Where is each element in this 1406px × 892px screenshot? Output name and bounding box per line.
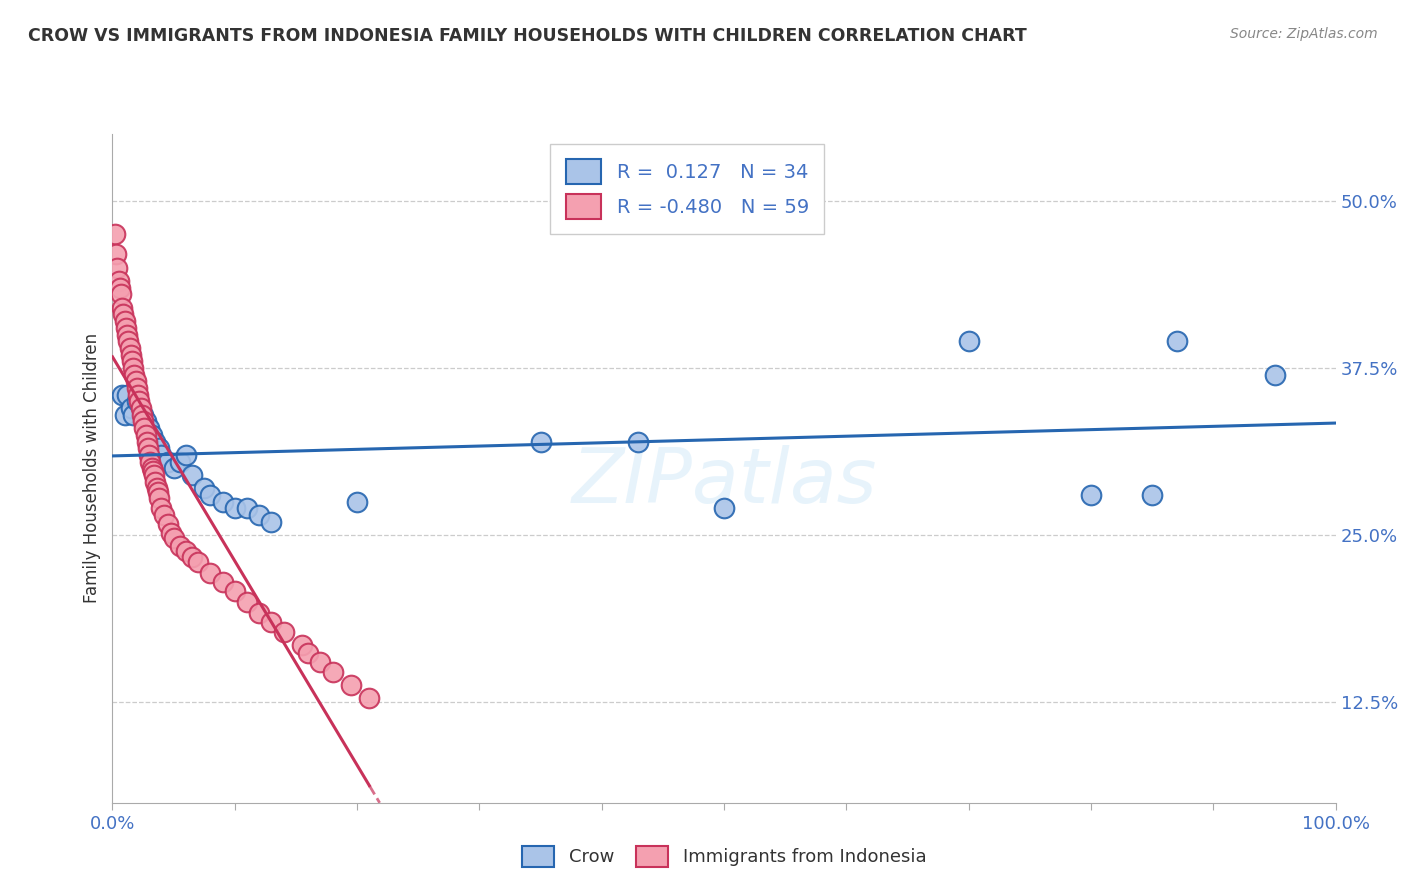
Text: ZIPatlas: ZIPatlas [571,445,877,518]
Point [128,394,150,409]
Point [627,434,650,449]
Point [1264,368,1286,382]
Point [110,287,132,301]
Point [1142,488,1164,502]
Point [125,381,148,395]
Point [169,539,191,553]
Point [1166,334,1188,349]
Point [138,448,160,462]
Y-axis label: Family Households with Children: Family Households with Children [83,334,101,603]
Point [118,341,141,355]
Point [122,408,145,422]
Point [148,442,170,456]
Point [111,388,134,402]
Point [112,307,135,322]
Point [105,247,128,261]
Point [174,544,197,558]
Point [125,394,148,409]
Point [104,227,127,242]
Point [105,260,128,275]
Point [143,434,166,449]
Point [150,448,173,462]
Point [291,638,314,652]
Point [115,327,138,342]
Point [115,320,138,334]
Point [145,482,167,496]
Point [156,517,179,532]
Point [529,434,551,449]
Point [169,455,191,469]
Point [150,501,173,516]
Point [322,665,344,679]
Point [143,468,166,483]
Point [211,575,233,590]
Text: Source: ZipAtlas.com: Source: ZipAtlas.com [1230,27,1378,41]
Point [108,281,131,295]
Point [141,428,163,442]
Point [340,678,363,692]
Point [134,421,156,435]
Point [120,348,142,362]
Point [236,501,259,516]
Point [224,501,246,516]
Point [181,468,204,483]
Point [124,368,146,382]
Point [127,388,149,402]
Point [117,334,139,349]
Point [359,691,381,706]
Point [273,624,295,639]
Point [143,475,166,489]
Point [163,531,186,545]
Point [134,414,156,429]
Point [136,442,159,456]
Point [107,274,129,288]
Point [148,491,170,505]
Point [200,488,222,502]
Point [114,408,136,422]
Point [138,421,160,435]
Point [211,494,233,508]
Point [260,615,283,630]
Point [193,482,215,496]
Point [713,501,735,516]
Point [181,549,204,564]
Point [200,566,222,580]
Point [111,301,134,315]
Point [141,461,163,475]
Point [132,408,155,422]
Point [187,555,209,569]
Point [309,655,332,669]
Point [236,595,259,609]
Point [146,485,169,500]
Point [134,428,156,442]
Point [120,401,142,416]
Point [174,448,197,462]
Point [139,455,162,469]
Point [129,401,152,416]
Point [156,455,179,469]
Point [247,606,270,620]
Point [142,464,165,478]
Point [260,515,283,529]
Point [132,414,155,429]
Point [346,494,368,508]
Point [131,408,153,422]
Point [957,334,980,349]
Legend: Crow, Immigrants from Indonesia: Crow, Immigrants from Indonesia [515,838,934,874]
Point [122,361,145,376]
Point [1080,488,1102,502]
Text: CROW VS IMMIGRANTS FROM INDONESIA FAMILY HOUSEHOLDS WITH CHILDREN CORRELATION CH: CROW VS IMMIGRANTS FROM INDONESIA FAMILY… [28,27,1026,45]
Point [121,354,143,368]
Point [297,646,319,660]
Point [163,461,186,475]
Point [247,508,270,523]
Point [115,388,138,402]
Point [160,525,183,540]
Point [135,434,157,449]
Point [125,375,148,389]
Point [153,508,176,523]
Point [114,314,136,328]
Point [224,584,246,599]
